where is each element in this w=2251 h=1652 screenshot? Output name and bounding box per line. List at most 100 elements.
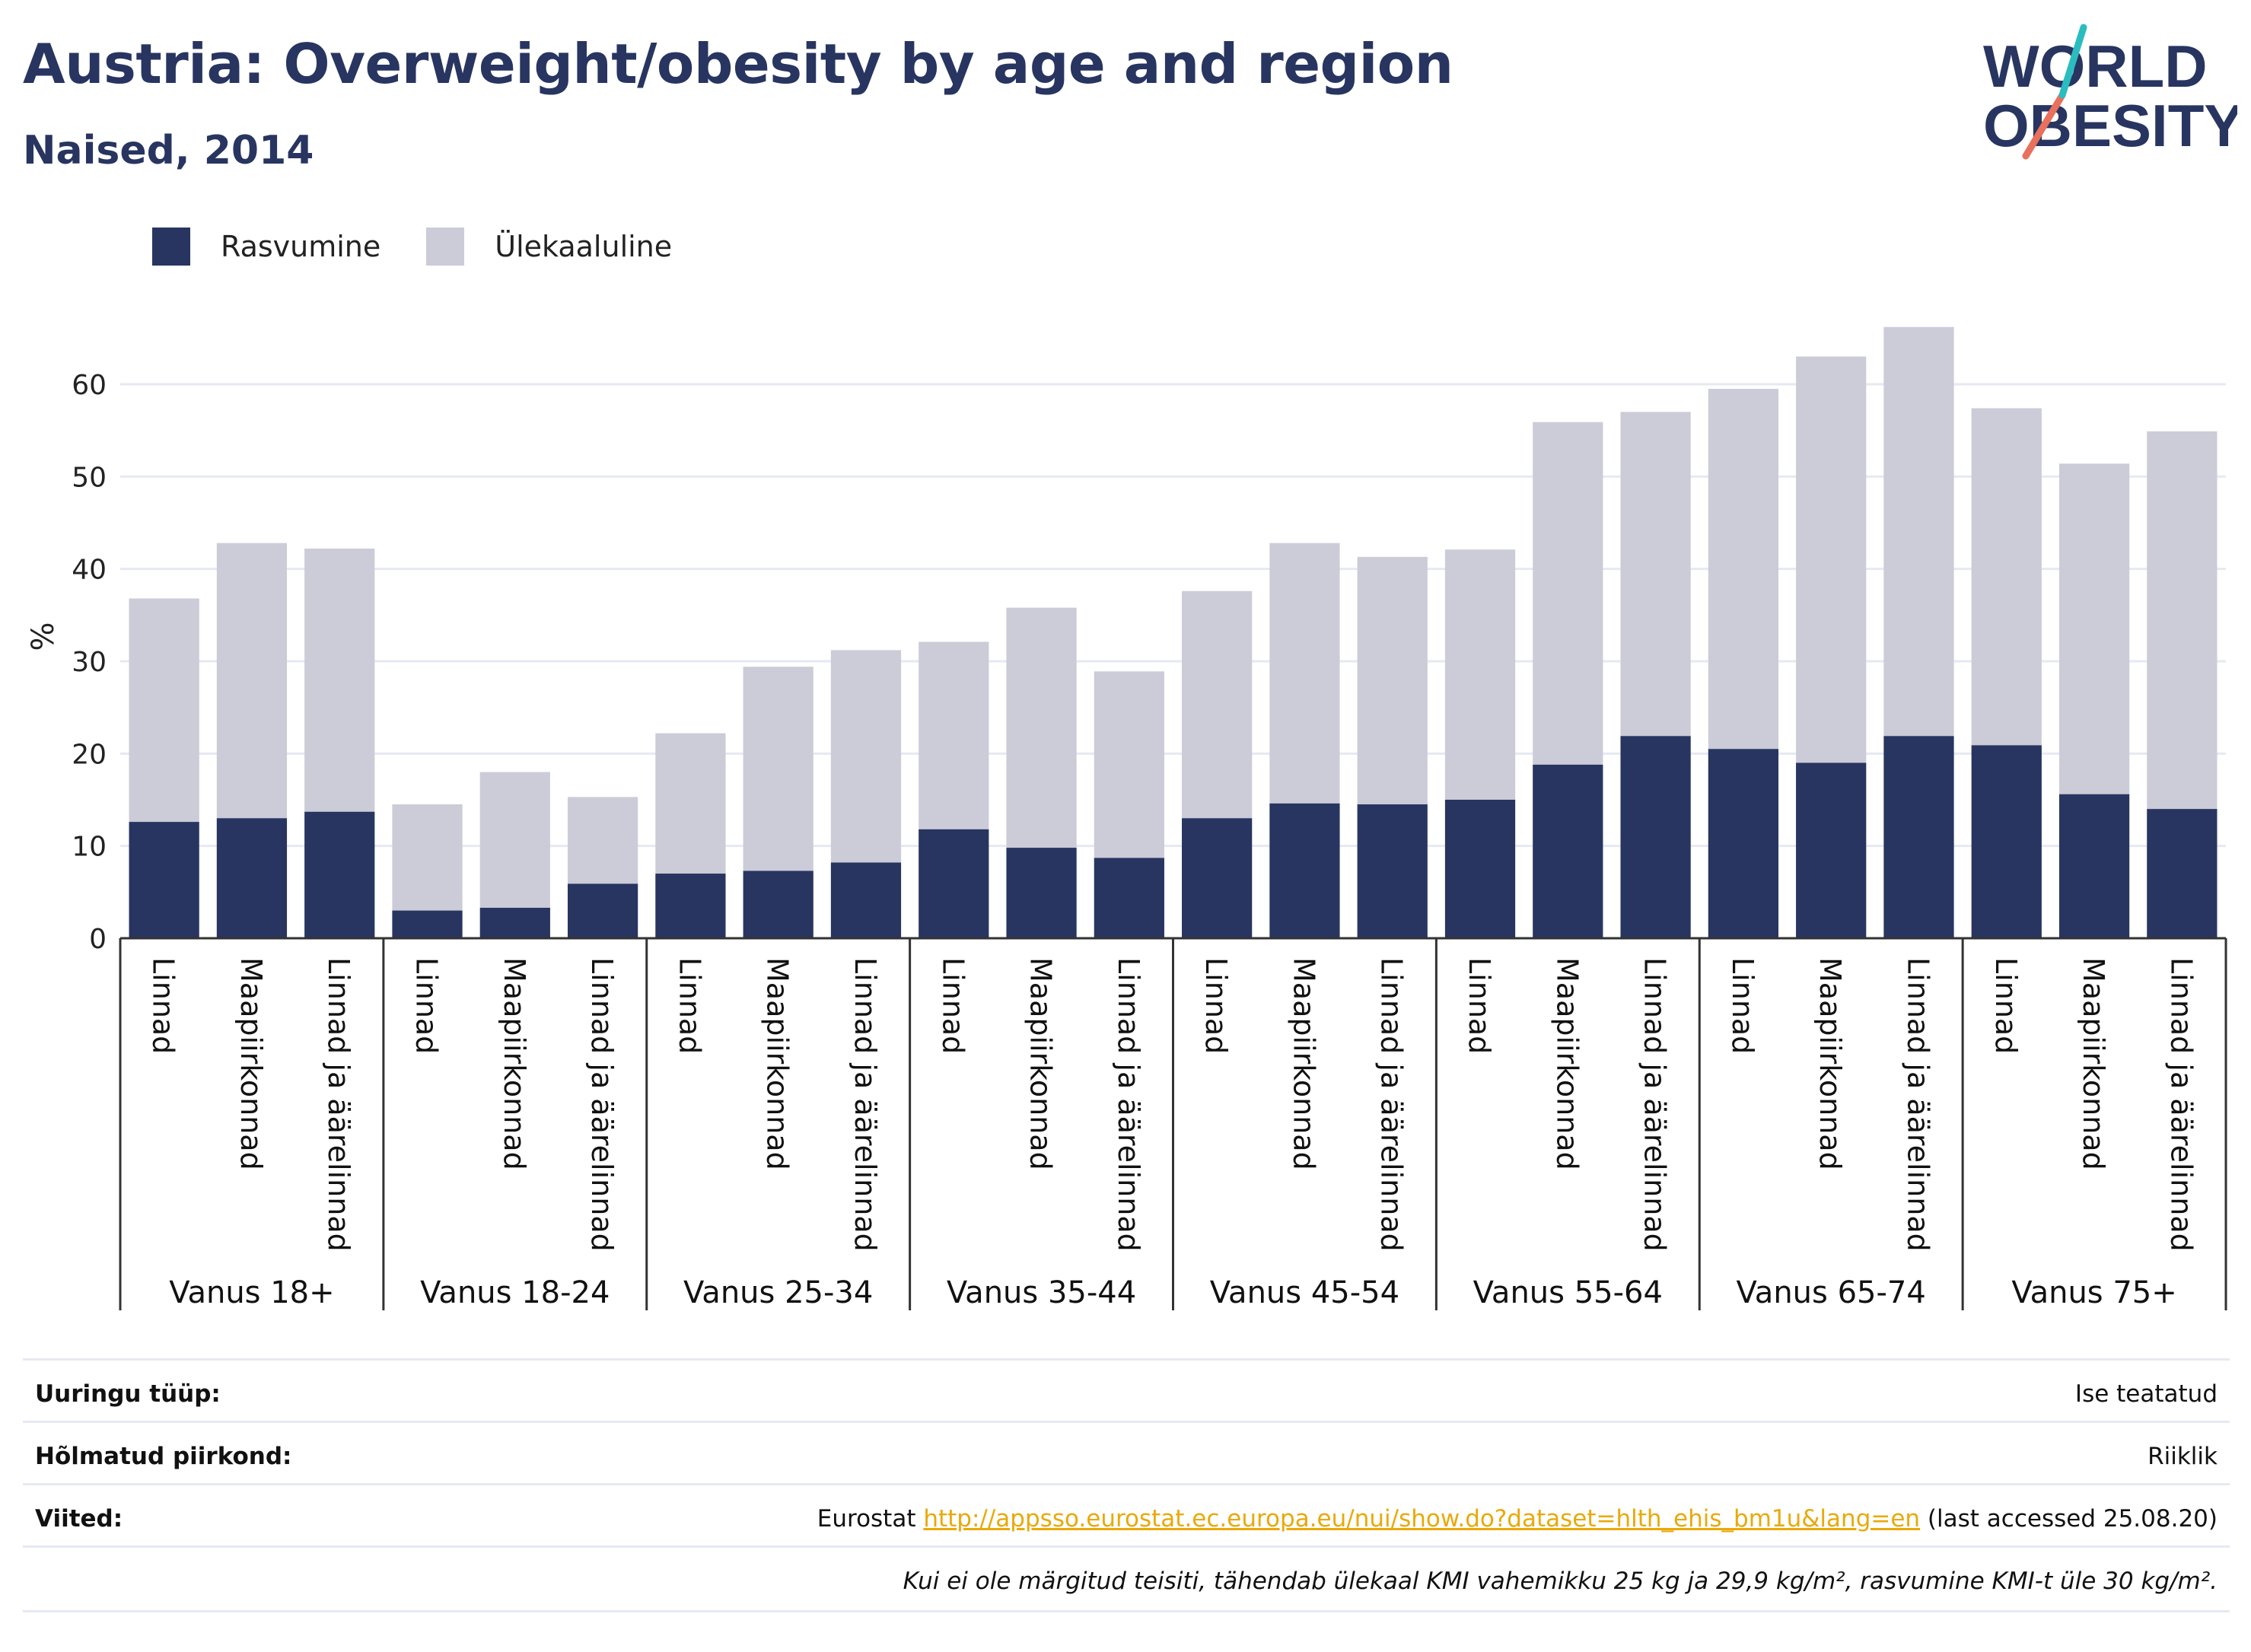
x-category-label: Linnad ja äärelinnad — [1375, 957, 1409, 1252]
x-category-label: Maapiirkonnad — [1813, 957, 1847, 1170]
legend-item-obesity[interactable]: Rasvumine — [152, 228, 380, 266]
reference-link[interactable]: http://appsso.eurostat.ec.europa.eu/nui/… — [923, 1505, 1921, 1533]
bar-overweight — [1094, 671, 1164, 858]
x-category-label: Maapiirkonnad — [1024, 957, 1058, 1170]
bar-obesity — [1182, 818, 1253, 938]
info-key-survey-type: Uuringu tüüp: — [35, 1380, 221, 1408]
x-category-label: Linnad — [1989, 957, 2023, 1054]
x-group-label: Vanus 18-24 — [420, 1275, 610, 1310]
y-axis-label: % — [26, 622, 61, 651]
chart-subtitle: Naised, 2014 — [23, 128, 314, 173]
bar-obesity — [479, 907, 550, 938]
info-row-note: Kui ei ole märgitud teisiti, tähendab ül… — [23, 1545, 2230, 1612]
x-category-label: Linnad ja äärelinnad — [2164, 957, 2198, 1252]
x-category-label: Maapiirkonnad — [2077, 957, 2110, 1170]
legend-item-overweight[interactable]: Ülekaaluline — [426, 228, 672, 266]
bar-obesity — [129, 822, 199, 938]
bar-overweight — [1796, 356, 1867, 763]
x-group-label: Vanus 55-64 — [1473, 1275, 1663, 1310]
bar-overweight — [1006, 607, 1077, 848]
bar-obesity — [1444, 799, 1516, 938]
info-value-region: Riiklik — [2148, 1443, 2218, 1470]
legend-swatch-overweight — [426, 228, 465, 266]
reference-suffix: (last accessed 25.08.20) — [1920, 1505, 2218, 1533]
bar-overweight — [1182, 590, 1253, 819]
y-tick-label: 40 — [72, 555, 107, 586]
y-tick-label: 0 — [89, 924, 107, 955]
y-tick-label: 50 — [72, 462, 107, 493]
bar-overweight — [567, 797, 638, 884]
x-category-label: Linnad ja äärelinnad — [585, 957, 619, 1252]
info-value-survey-type: Ise teatatud — [2074, 1380, 2218, 1408]
legend-label-obesity: Rasvumine — [221, 230, 381, 263]
bar-obesity — [1357, 804, 1428, 938]
bar-obesity — [2058, 794, 2130, 938]
legend-label-overweight: Ülekaaluline — [495, 230, 673, 263]
x-category-label: Linnad ja äärelinnad — [1638, 957, 1672, 1252]
info-row-references: Viited: Eurostat http://appsso.eurostat.… — [23, 1483, 2230, 1548]
bar-overweight — [1971, 408, 2042, 746]
x-category-label: Maapiirkonnad — [234, 957, 268, 1170]
x-group-label: Vanus 65-74 — [1737, 1275, 1926, 1310]
bar-overweight — [2147, 431, 2218, 810]
bar-obesity — [2147, 809, 2218, 938]
bar-overweight — [1269, 543, 1340, 804]
x-category-label: Linnad ja äärelinnad — [1901, 957, 1934, 1252]
logo-line2: OBESITY — [1983, 92, 2237, 159]
bar-obesity — [304, 811, 375, 938]
x-category-label: Linnad ja äärelinnad — [849, 957, 882, 1252]
info-key-region: Hõlmatud piirkond: — [35, 1443, 292, 1470]
y-tick-label: 10 — [72, 832, 107, 863]
bar-overweight — [830, 650, 902, 863]
x-category-label: Linnad — [147, 957, 180, 1054]
y-tick-label: 30 — [72, 647, 107, 678]
bar-overweight — [304, 548, 375, 812]
bar-overweight — [919, 641, 989, 829]
bar-obesity — [1269, 803, 1340, 938]
logo-slash-upper — [2058, 24, 2087, 99]
x-category-label: Linnad — [410, 957, 444, 1054]
bar-overweight — [479, 772, 550, 908]
x-category-label: Maapiirkonnad — [761, 957, 794, 1170]
bar-obesity — [392, 910, 463, 938]
x-category-label: Linnad — [1463, 957, 1496, 1054]
x-category-label: Maapiirkonnad — [498, 957, 531, 1170]
x-group-label: Vanus 45-54 — [1210, 1275, 1399, 1310]
x-group-label: Vanus 18+ — [169, 1275, 334, 1310]
reference-prefix: Eurostat — [817, 1505, 924, 1533]
bar-obesity — [743, 871, 813, 938]
legend-swatch-obesity — [152, 228, 190, 266]
info-row-survey-type: Uuringu tüüp: Ise teatatud — [23, 1358, 2230, 1423]
bar-obesity — [1094, 858, 1164, 938]
x-category-label: Maapiirkonnad — [1550, 957, 1584, 1170]
logo-line1: WORLD — [1983, 33, 2208, 100]
x-category-label: Linnad ja äärelinnad — [1112, 957, 1145, 1252]
x-category-label: Linnad — [673, 957, 706, 1054]
x-category-label: Linnad — [1726, 957, 1759, 1054]
x-group-label: Vanus 35-44 — [947, 1275, 1136, 1310]
info-key-references: Viited: — [35, 1505, 123, 1533]
bar-overweight — [655, 733, 726, 874]
x-group-label: Vanus 75+ — [2011, 1275, 2176, 1310]
bar-overweight — [1620, 412, 1691, 737]
bar-obesity — [1006, 848, 1077, 938]
bar-overweight — [2058, 463, 2130, 794]
bar-obesity — [1971, 745, 2042, 938]
x-category-label: Linnad ja äärelinnad — [322, 957, 355, 1252]
bar-obesity — [655, 874, 726, 938]
logo-slash-lower — [2022, 91, 2066, 160]
bar-overweight — [129, 598, 199, 823]
chart-title: Austria: Overweight/obesity by age and r… — [23, 32, 1453, 96]
bar-obesity — [567, 883, 638, 938]
bar-chart: 0 10 20 30 40 50 60% Linnad Maapiirkonnad Linnad … — [26, 326, 2227, 1310]
bar-obesity — [216, 818, 288, 938]
world-obesity-logo: WORLD OBESITY — [1983, 24, 2237, 160]
info-value-references: Eurostat http://appsso.eurostat.ec.europ… — [817, 1505, 2218, 1533]
bar-overweight — [1444, 549, 1516, 800]
bar-obesity — [1620, 736, 1691, 938]
x-category-label: Linnad — [1199, 957, 1233, 1054]
bar-obesity — [919, 829, 989, 938]
bar-obesity — [1883, 736, 1954, 938]
bar-obesity — [1708, 749, 1779, 938]
bar-overweight — [1883, 326, 1954, 737]
